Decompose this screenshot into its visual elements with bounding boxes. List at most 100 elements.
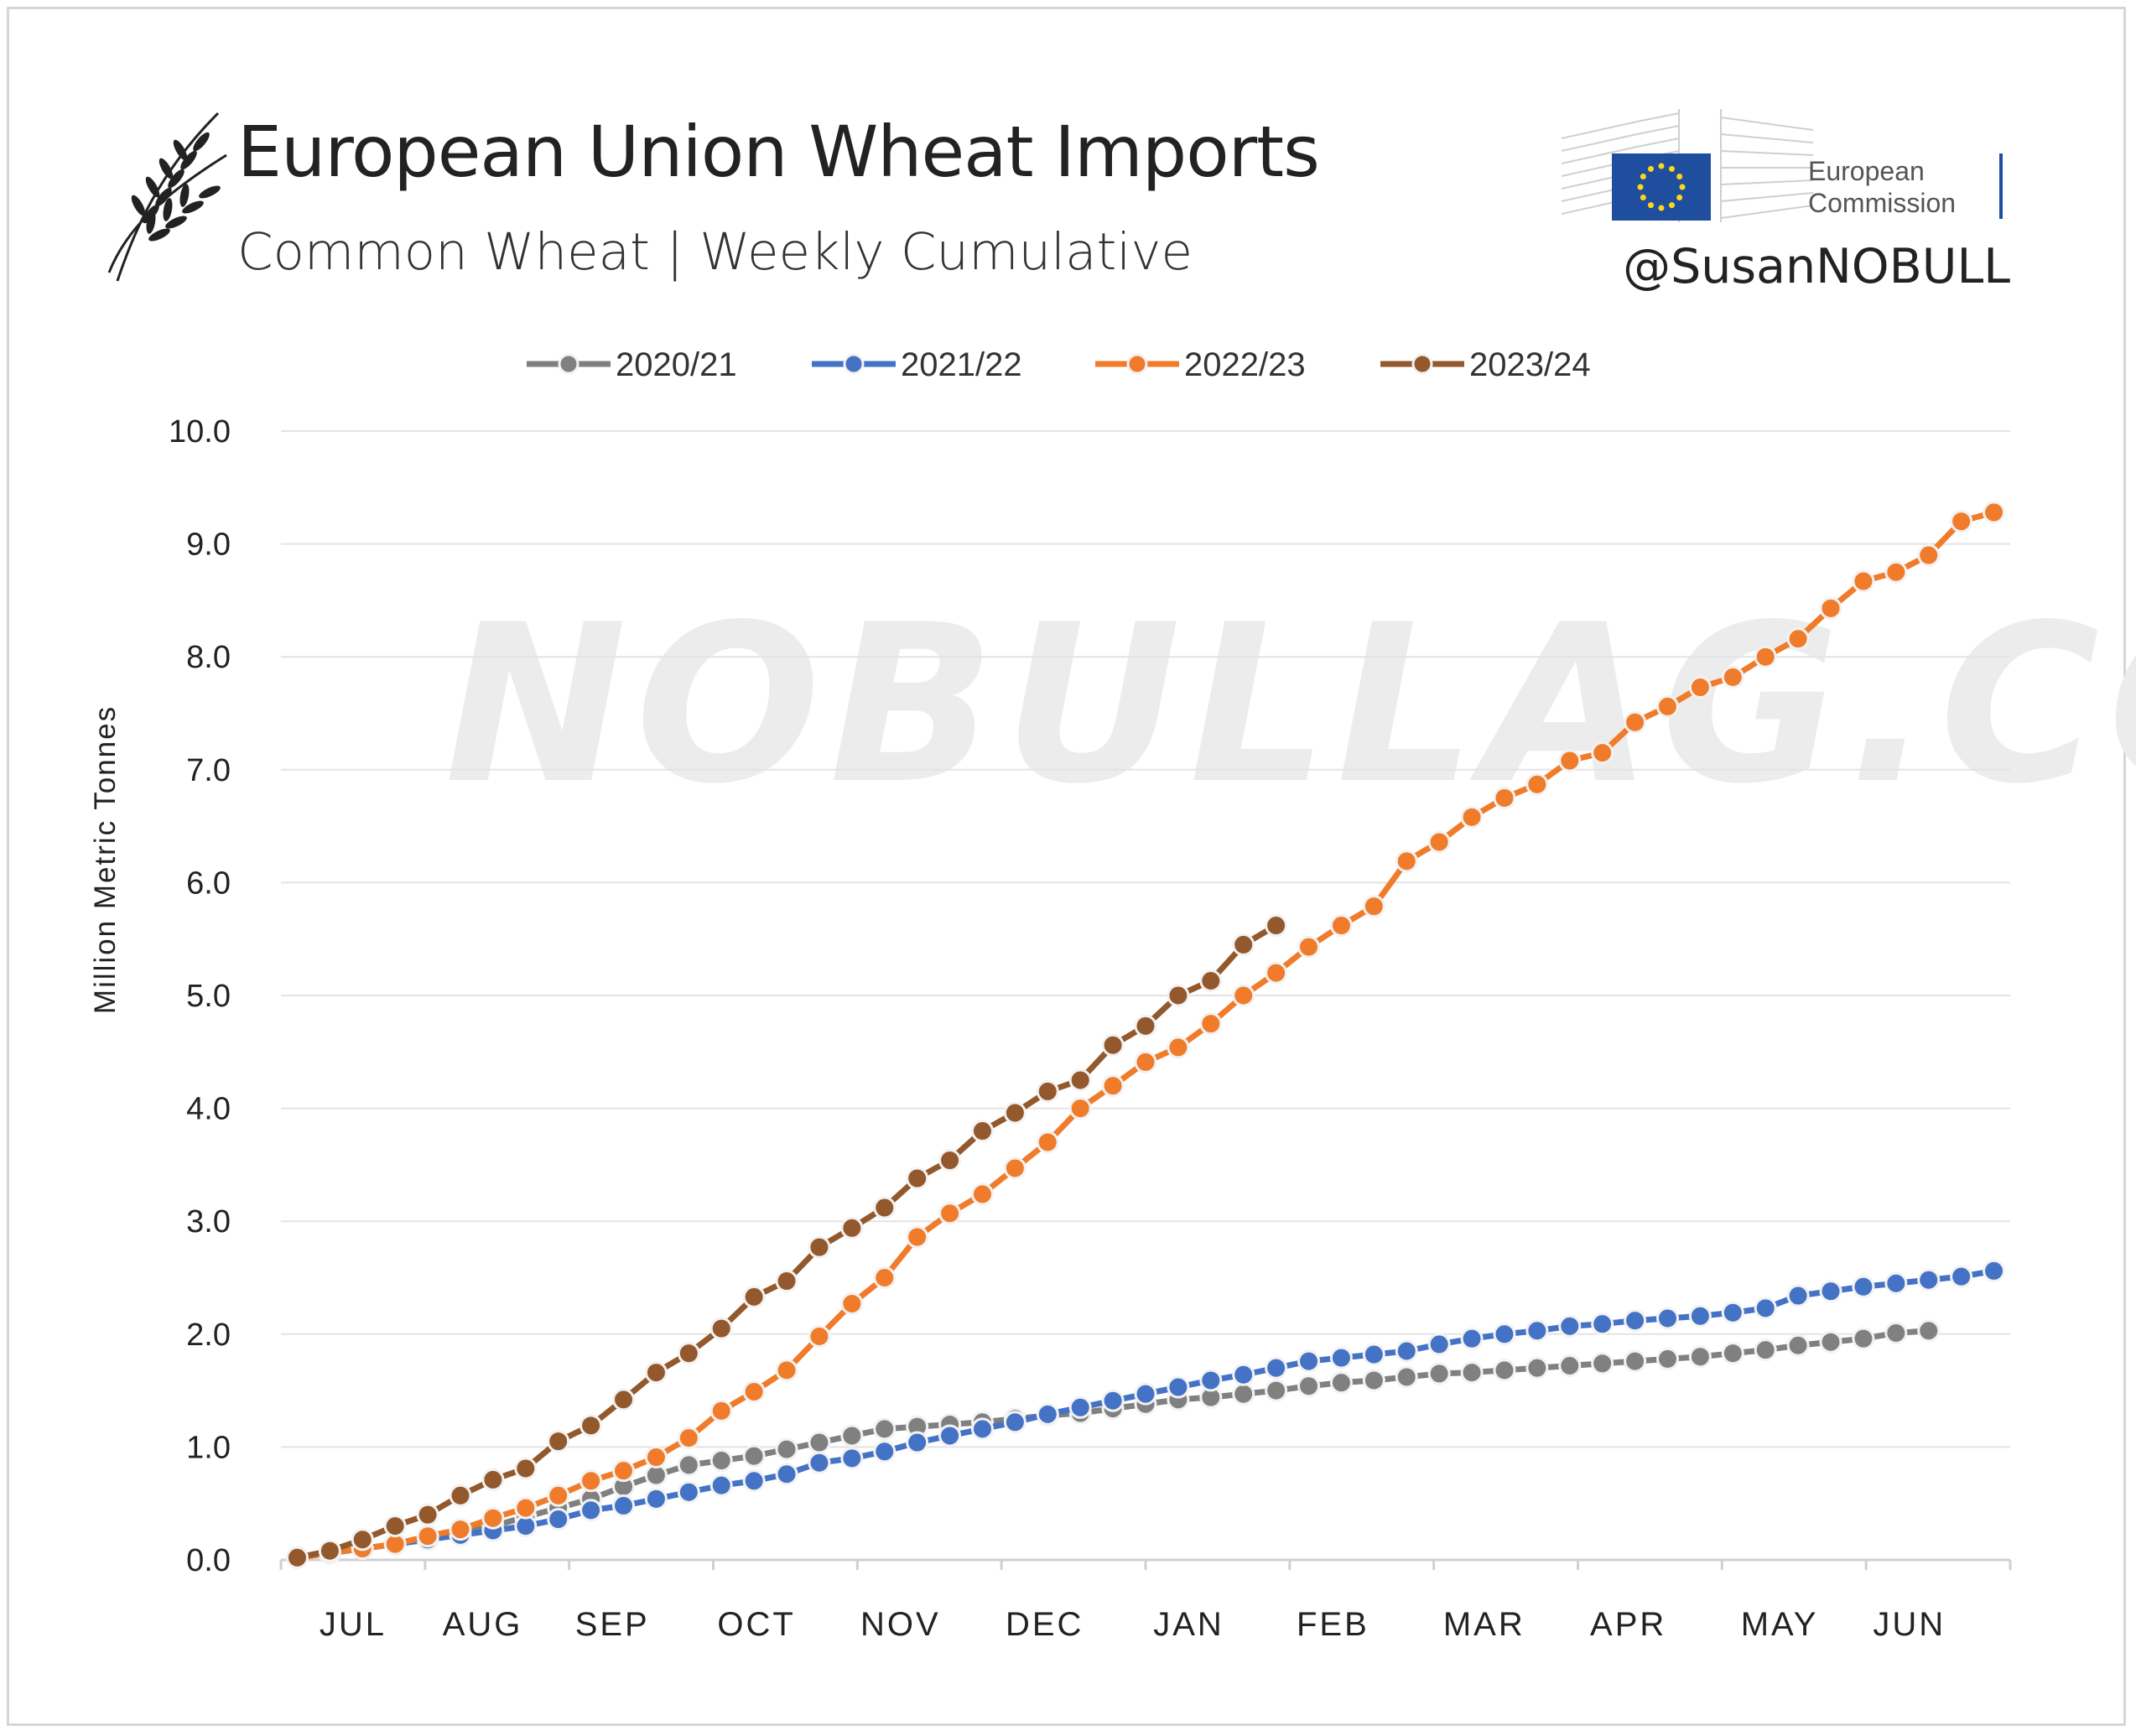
data-point bbox=[1199, 1012, 1223, 1036]
data-point bbox=[1655, 1307, 1679, 1330]
data-point bbox=[677, 1427, 700, 1450]
data-point bbox=[1068, 1068, 1092, 1092]
data-point bbox=[1591, 741, 1614, 765]
wheat-icon bbox=[107, 112, 227, 282]
eu-star bbox=[1640, 174, 1646, 179]
data-point bbox=[1101, 1074, 1125, 1098]
y-tick-label: 4.0 bbox=[186, 1092, 231, 1127]
x-tick-label: DEC bbox=[1006, 1606, 1084, 1643]
data-point bbox=[1884, 1321, 1908, 1344]
data-point bbox=[1819, 1280, 1842, 1303]
chart-title: European Union Wheat Imports bbox=[237, 111, 1320, 193]
data-point bbox=[416, 1503, 439, 1526]
data-point bbox=[1721, 1301, 1744, 1324]
y-tick-label: 1.0 bbox=[186, 1430, 231, 1465]
data-point bbox=[1493, 1359, 1516, 1382]
data-point bbox=[1395, 1339, 1418, 1363]
twitter-handle: @SusanNOBULL bbox=[1623, 239, 2010, 294]
data-point bbox=[1460, 1327, 1484, 1350]
x-axis-ticks: JUL AUG SEP OCT NOV DEC JAN FEB MAR APR MAY JUN bbox=[320, 1606, 1943, 1643]
data-point bbox=[1232, 933, 1255, 956]
data-point bbox=[1362, 895, 1385, 918]
data-point bbox=[709, 1449, 733, 1473]
data-point bbox=[1852, 1327, 1875, 1350]
data-point bbox=[808, 1235, 831, 1259]
data-point bbox=[1558, 1314, 1582, 1338]
data-point bbox=[677, 1480, 700, 1504]
data-point bbox=[579, 1499, 603, 1522]
data-point bbox=[1983, 1259, 2006, 1282]
data-point bbox=[612, 1388, 636, 1411]
data-point bbox=[1265, 961, 1288, 985]
y-tick-label: 6.0 bbox=[186, 865, 231, 901]
data-point bbox=[1395, 1365, 1418, 1389]
data-point bbox=[1721, 665, 1744, 689]
watermark: NOBULLAG.COM bbox=[444, 579, 2136, 832]
data-point bbox=[1297, 1349, 1321, 1373]
data-point bbox=[1525, 1356, 1549, 1380]
data-point bbox=[1493, 1323, 1516, 1346]
data-point bbox=[644, 1361, 668, 1385]
data-point bbox=[1395, 850, 1418, 873]
data-point bbox=[1167, 984, 1190, 1007]
series-layer bbox=[285, 501, 2006, 1569]
data-point bbox=[1003, 1101, 1026, 1125]
data-point bbox=[1265, 1356, 1288, 1380]
series-2022-23 bbox=[285, 501, 2006, 1569]
data-point bbox=[1558, 749, 1582, 772]
data-point bbox=[1167, 1375, 1190, 1399]
chart-subtitle: Common Wheat | Weekly Cumulative bbox=[237, 222, 1193, 282]
data-point bbox=[1134, 1014, 1157, 1037]
data-point bbox=[1688, 1345, 1712, 1369]
data-point bbox=[1786, 1333, 1810, 1357]
data-point bbox=[612, 1494, 636, 1517]
data-point bbox=[742, 1285, 766, 1308]
data-point bbox=[938, 1149, 962, 1172]
x-tick-label: NOV bbox=[860, 1606, 941, 1643]
legend-swatch-marker bbox=[1126, 353, 1148, 375]
data-point bbox=[840, 1424, 864, 1448]
legend-label: 2020/21 bbox=[616, 346, 737, 383]
x-tick-label: JUL bbox=[320, 1606, 387, 1643]
data-point bbox=[1232, 984, 1255, 1007]
data-point bbox=[1754, 1297, 1777, 1320]
data-point bbox=[808, 1451, 831, 1474]
data-point bbox=[1655, 694, 1679, 718]
data-point bbox=[1884, 1271, 1908, 1295]
data-point bbox=[873, 1417, 896, 1441]
eu-star bbox=[1658, 205, 1665, 211]
y-tick-label: 2.0 bbox=[186, 1318, 231, 1353]
data-point bbox=[970, 1417, 994, 1441]
data-point bbox=[1754, 645, 1777, 668]
x-tick-label: APR bbox=[1590, 1606, 1666, 1643]
data-point bbox=[906, 1225, 929, 1249]
y-tick-label: 0.0 bbox=[186, 1543, 231, 1578]
data-point bbox=[1265, 914, 1288, 938]
data-point bbox=[1624, 1349, 1647, 1373]
data-point bbox=[1624, 710, 1647, 734]
data-point bbox=[1852, 569, 1875, 593]
data-point bbox=[547, 1484, 570, 1507]
y-tick-label: 7.0 bbox=[186, 753, 231, 788]
eu-star bbox=[1669, 165, 1675, 172]
data-point bbox=[514, 1496, 538, 1520]
european-commission-logo: European Commission bbox=[1562, 109, 2003, 222]
data-point bbox=[1199, 1369, 1223, 1392]
data-point bbox=[1983, 501, 2006, 524]
legend-item-2022-23: 2022/23 bbox=[1095, 346, 1306, 383]
data-point bbox=[1558, 1354, 1582, 1377]
x-tick-label: JAN bbox=[1153, 1606, 1224, 1643]
data-point bbox=[970, 1120, 994, 1143]
data-point bbox=[906, 1431, 929, 1454]
data-point bbox=[416, 1525, 439, 1548]
legend-swatch-marker bbox=[843, 353, 865, 375]
eu-star bbox=[1676, 174, 1683, 179]
data-point bbox=[938, 1424, 962, 1448]
data-point bbox=[644, 1487, 668, 1510]
data-point bbox=[1786, 1284, 1810, 1307]
legend-item-2021-22: 2021/22 bbox=[812, 346, 1022, 383]
data-point bbox=[1591, 1352, 1614, 1375]
data-point bbox=[1917, 543, 1941, 567]
data-point bbox=[742, 1444, 766, 1468]
data-point bbox=[1134, 1382, 1157, 1406]
